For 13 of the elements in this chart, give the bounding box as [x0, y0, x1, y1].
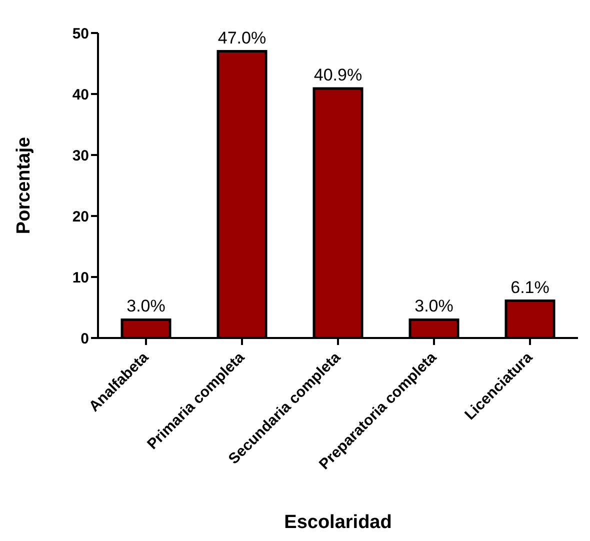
y-tick-label: 20: [72, 208, 89, 226]
y-tick-label: 50: [72, 25, 89, 42]
y-tick-label: 30: [72, 147, 89, 164]
y-tick-label: 40: [72, 86, 89, 104]
data-label: 3.0%: [126, 296, 166, 316]
data-label: 47.0%: [218, 28, 266, 48]
y-axis-title: Porcentaje: [14, 136, 35, 234]
y-tick-label: 10: [72, 269, 89, 286]
data-label: 3.0%: [414, 296, 454, 316]
data-label: 40.9%: [314, 66, 362, 85]
data-label: 6.1%: [510, 278, 550, 297]
y-tick-label: 0: [80, 330, 89, 348]
x-axis-title: Escolaridad: [284, 512, 392, 533]
